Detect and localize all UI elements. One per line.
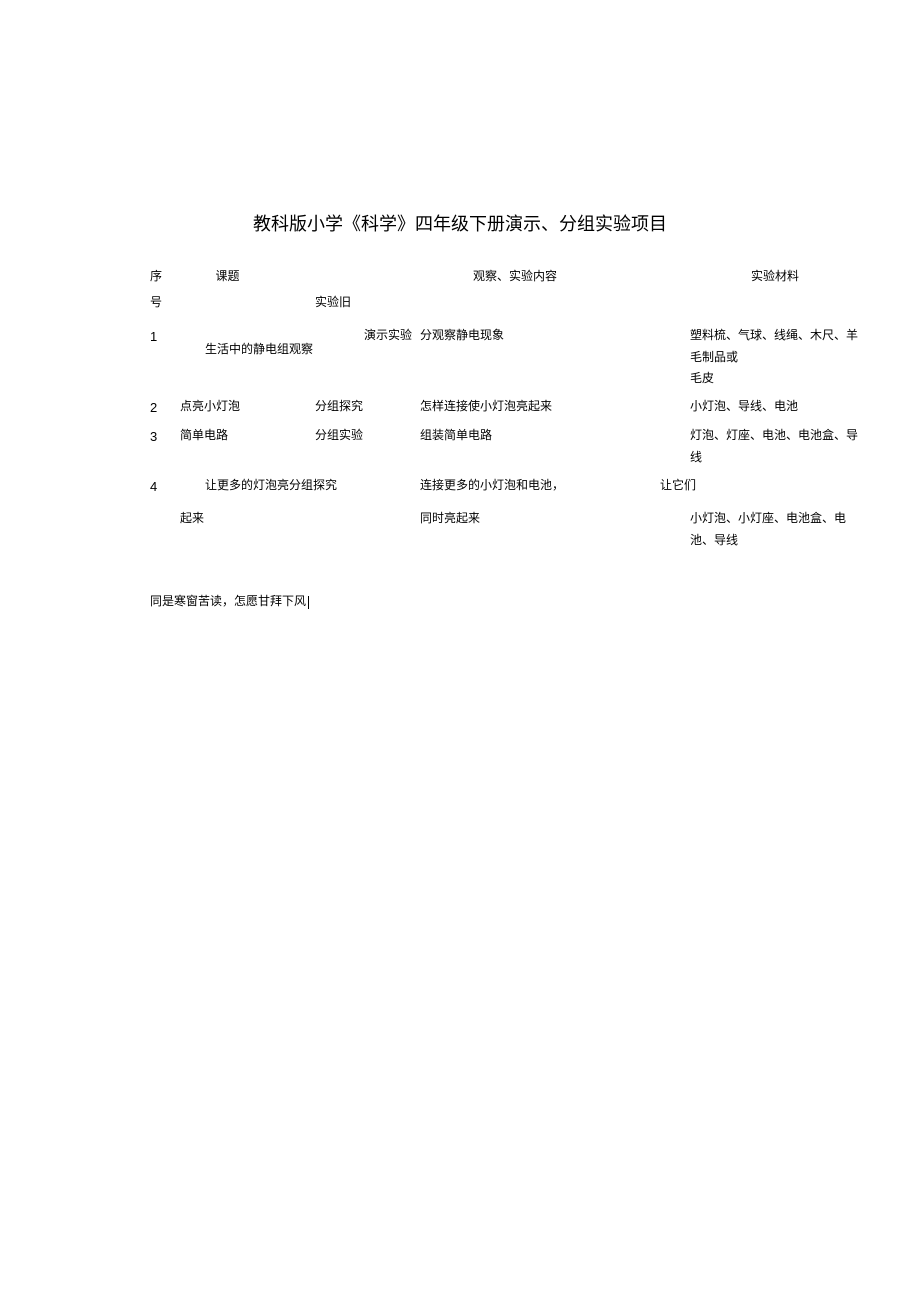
- row4-spacer: [615, 475, 660, 498]
- table-row: 2 点亮小灯泡 分组探究 怎样连接使小灯泡亮起来 小灯泡、导线、电池: [150, 396, 860, 419]
- table-header-row1: 序 课题 观察、实验内容 实验材料: [150, 266, 860, 288]
- row-type: 演示实验: [315, 325, 420, 347]
- row4-line2: 起来 同时亮起来 小灯泡、小灯座、电池盒、电池、导线: [150, 508, 860, 551]
- material-line1: 塑料梳、气球、线绳、木尺、羊毛制品或: [690, 325, 860, 368]
- header-content-wrap: 观察、实验内容 实验材料: [315, 266, 860, 288]
- row-extra: 让它们: [660, 475, 860, 498]
- row-topic: 生活中的静电组观察: [180, 325, 315, 361]
- table-row: 4 让更多的灯泡亮分组探究 连接更多的小灯泡和电池， 让它们 起来 同时亮起来 …: [150, 475, 860, 552]
- row-material: 小灯泡、小灯座、电池盒、电池、导线: [690, 508, 860, 551]
- footer-text: 同是寒窗苦读，怎愿甘拜下风: [150, 592, 309, 609]
- row-topic-merged: 让更多的灯泡亮分组探究: [180, 475, 420, 498]
- row-content: 怎样连接使小灯泡亮起来: [420, 396, 690, 418]
- page-content: 教科版小学《科学》四年级下册演示、分组实验项目 序 课题 观察、实验内容 实验材…: [0, 0, 920, 551]
- row-seq: 2: [150, 396, 180, 419]
- row-content: 分观察静电现象: [420, 325, 690, 347]
- document-title: 教科版小学《科学》四年级下册演示、分组实验项目: [150, 210, 860, 236]
- header-type-label: 实验旧: [315, 292, 420, 314]
- row-seq-spacer: [150, 508, 180, 551]
- row-topic: 点亮小灯泡: [180, 396, 315, 418]
- header-topic-spacer: [180, 292, 315, 314]
- row-topic: 简单电路: [180, 425, 315, 447]
- experiment-table: 序 课题 观察、实验内容 实验材料 号 实验旧 1 生活中的静电组观察 演示实验…: [150, 266, 860, 551]
- header-content: 观察、实验内容: [420, 266, 690, 288]
- row-seq: 1: [150, 325, 180, 348]
- header-topic: 课题: [180, 266, 315, 288]
- header-seq-1: 序: [150, 266, 180, 288]
- footer-label: 同是寒窗苦读，怎愿甘拜下风: [150, 594, 306, 608]
- row-type-spacer: [315, 508, 420, 551]
- header-seq-2: 号: [150, 292, 180, 314]
- material-line2: 毛皮: [690, 368, 860, 390]
- row-material: 小灯泡、导线、电池: [690, 396, 860, 418]
- row-seq: 3: [150, 425, 180, 448]
- row4-line1: 4 让更多的灯泡亮分组探究 连接更多的小灯泡和电池， 让它们: [150, 475, 860, 498]
- row-type: 分组探究: [315, 396, 420, 418]
- row-topic-cont: 起来: [180, 508, 315, 551]
- header-type-spacer: [315, 266, 420, 288]
- row-content-cont: 同时亮起来: [420, 508, 690, 551]
- table-row: 1 生活中的静电组观察 演示实验 分观察静电现象 塑料梳、气球、线绳、木尺、羊毛…: [150, 325, 860, 390]
- table-row: 3 简单电路 分组实验 组装简单电路 灯泡、灯座、电池、电池盒、导线: [150, 425, 860, 468]
- row-material: 塑料梳、气球、线绳、木尺、羊毛制品或 毛皮: [690, 325, 860, 390]
- row-material: 灯泡、灯座、电池、电池盒、导线: [690, 425, 860, 468]
- row-seq: 4: [150, 475, 180, 498]
- header-material: 实验材料: [690, 266, 860, 288]
- table-header-row2: 号 实验旧: [150, 292, 860, 314]
- cursor-icon: [308, 596, 309, 609]
- row-content: 组装简单电路: [420, 425, 690, 447]
- row-type: 分组实验: [315, 425, 420, 447]
- row-content-part1: 连接更多的小灯泡和电池，: [420, 475, 615, 498]
